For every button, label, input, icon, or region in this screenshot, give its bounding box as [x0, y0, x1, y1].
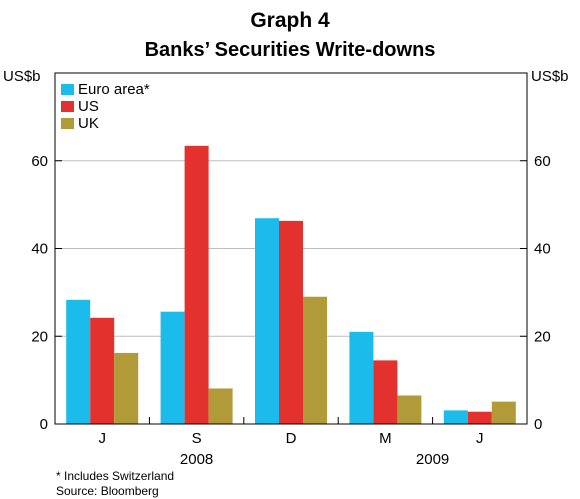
- bar-uk-1: [208, 388, 233, 424]
- y-ticks: 0 0 20 20 40 40 60 60: [31, 153, 550, 433]
- y-tick-label-right-60: 60: [534, 153, 551, 170]
- legend-label-2: UK: [78, 115, 99, 132]
- y-axis-label-left: US$b: [3, 68, 41, 85]
- bar-euro-area-3: [349, 331, 374, 424]
- chart-subtitle: Banks’ Securities Write-downs: [145, 39, 436, 61]
- bar-euro-area-0: [66, 299, 91, 424]
- y-axis-label-right: US$b: [531, 68, 569, 85]
- y-tick-label-left-60: 60: [31, 153, 48, 170]
- y-tick-label-right-20: 20: [534, 328, 551, 345]
- y-tick-label-left-40: 40: [31, 241, 48, 258]
- y-tick-label-left-0: 0: [40, 416, 48, 433]
- x-tick-label-1: S: [192, 430, 202, 447]
- x-tick-label-4: J: [476, 430, 484, 447]
- bars: [66, 145, 516, 424]
- bar-euro-area-1: [160, 311, 185, 424]
- bar-euro-area-4: [443, 410, 468, 424]
- legend-swatch-1: [61, 101, 74, 112]
- source-note: Source: Bloomberg: [56, 484, 159, 498]
- bar-us-2: [279, 220, 303, 424]
- y-tick-label-right-0: 0: [534, 416, 542, 433]
- legend-swatch-2: [61, 118, 74, 129]
- y-tick-label-right-40: 40: [534, 241, 551, 258]
- x-tick-label-0: J: [98, 430, 106, 447]
- legend-swatch-0: [61, 84, 74, 95]
- year-label-1: 2009: [416, 451, 449, 468]
- bar-uk-2: [303, 296, 327, 424]
- bar-euro-area-2: [255, 218, 279, 424]
- bar-us-3: [373, 360, 398, 424]
- x-ticks: J S D M J 2008 2009: [98, 417, 484, 468]
- x-tick-label-3: M: [379, 430, 392, 447]
- chart-title: Graph 4: [250, 9, 330, 32]
- bar-uk-3: [397, 395, 422, 424]
- legend-label-1: US: [78, 98, 99, 115]
- footnote-switzerland: * Includes Switzerland: [56, 469, 174, 483]
- legend-label-0: Euro area*: [78, 81, 150, 98]
- x-tick-label-2: D: [286, 430, 297, 447]
- bar-uk-0: [114, 352, 139, 424]
- bar-us-1: [184, 145, 209, 424]
- y-tick-label-left-20: 20: [31, 328, 48, 345]
- bar-us-0: [90, 317, 115, 424]
- year-label-0: 2008: [180, 451, 213, 468]
- bar-us-4: [467, 411, 492, 424]
- bar-uk-4: [491, 401, 516, 424]
